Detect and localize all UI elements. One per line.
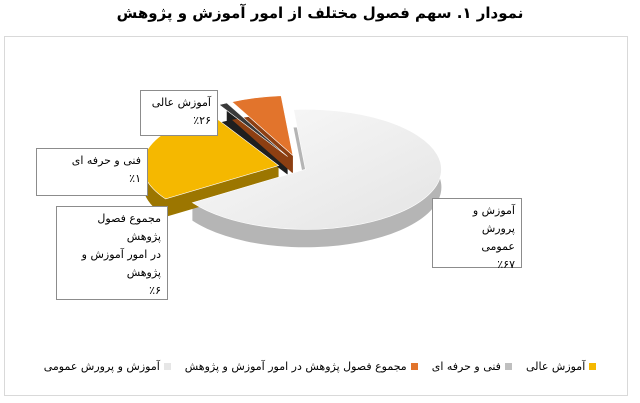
legend-swatch <box>589 363 597 370</box>
slice-technical <box>218 102 288 157</box>
legend-item: آموزش عالی <box>525 360 597 373</box>
callout-technical-label: فنی و حرفه ای <box>71 154 141 167</box>
callout-research-value: ٪۶ <box>149 284 161 297</box>
chart-legend: آموزش عالی فنی و حرفه ای مجموع فصول پژوه… <box>0 360 640 373</box>
legend-label: مجموع فصول پژوهش در امور آموزش و پژوهش <box>184 360 407 373</box>
legend-label: آموزش و پرورش عمومی <box>43 360 160 373</box>
callout-research-line3: پژوهش <box>126 266 161 279</box>
callout-general-value: ٪۶۷ <box>497 258 515 271</box>
callout-research-line2: در امور آموزش و <box>81 248 161 261</box>
legend-item: فنی و حرفه ای <box>432 360 512 373</box>
legend-swatch <box>504 363 512 370</box>
callout-technical: فنی و حرفه ای ٪۱ <box>36 148 148 196</box>
slice-general-education <box>191 109 442 230</box>
callout-general-line1: آموزش و پرورش <box>472 204 515 235</box>
callout-research-line1: مجموع فصول پژوهش <box>97 212 161 243</box>
legend-swatch <box>163 363 171 370</box>
callout-research: مجموع فصول پژوهش در امور آموزش و پژوهش ٪… <box>56 206 168 300</box>
callout-general-line2: عمومی <box>481 240 515 253</box>
slice-research <box>231 95 294 157</box>
legend-label: فنی و حرفه ای <box>431 360 501 373</box>
callout-higher-label: آموزش عالی <box>151 96 211 109</box>
callout-general-education: آموزش و پرورش عمومی ٪۶۷ <box>432 198 522 271</box>
legend-item: مجموع فصول پژوهش در امور آموزش و پژوهش <box>185 360 418 373</box>
chart-title: نمودار ۱. سهم فصول مختلف از امور آموزش و… <box>116 4 524 22</box>
callout-technical-value: ٪۱ <box>129 172 141 185</box>
legend-swatch <box>410 363 418 370</box>
legend-label: آموزش عالی <box>525 360 586 373</box>
legend-item: آموزش و پرورش عمومی <box>44 360 171 373</box>
callout-higher-value: ٪۲۶ <box>193 114 211 127</box>
callout-higher-education: آموزش عالی ٪۲۶ <box>140 90 218 136</box>
